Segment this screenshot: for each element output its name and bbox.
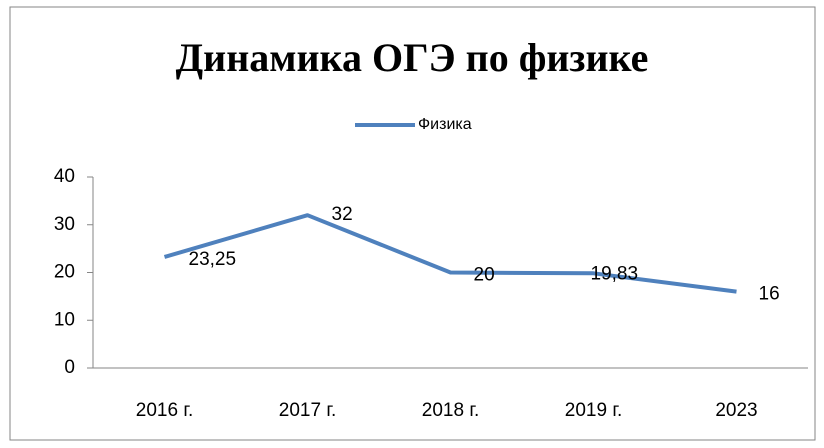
chart-title: Динамика ОГЭ по физике bbox=[176, 35, 649, 80]
x-tick-label: 2018 г. bbox=[422, 400, 479, 421]
y-tick-label: 30 bbox=[54, 214, 75, 235]
legend-label: Физика bbox=[418, 116, 472, 133]
y-tick-label: 0 bbox=[64, 357, 75, 378]
data-label: 20 bbox=[474, 265, 495, 286]
y-tick-label: 10 bbox=[54, 309, 75, 330]
x-tick-label: 2016 г. bbox=[136, 400, 193, 421]
data-label: 19,83 bbox=[591, 263, 639, 284]
y-tick-label: 20 bbox=[54, 262, 75, 283]
x-tick-label: 2017 г. bbox=[279, 400, 336, 421]
x-tick-label: 2023 bbox=[715, 400, 757, 421]
x-tick-label: 2019 г. bbox=[565, 400, 622, 421]
series-line bbox=[163, 213, 737, 294]
data-label: 32 bbox=[332, 204, 353, 225]
y-tick-label: 40 bbox=[54, 166, 75, 187]
data-label: 23,25 bbox=[189, 249, 237, 270]
data-label: 16 bbox=[759, 284, 780, 305]
